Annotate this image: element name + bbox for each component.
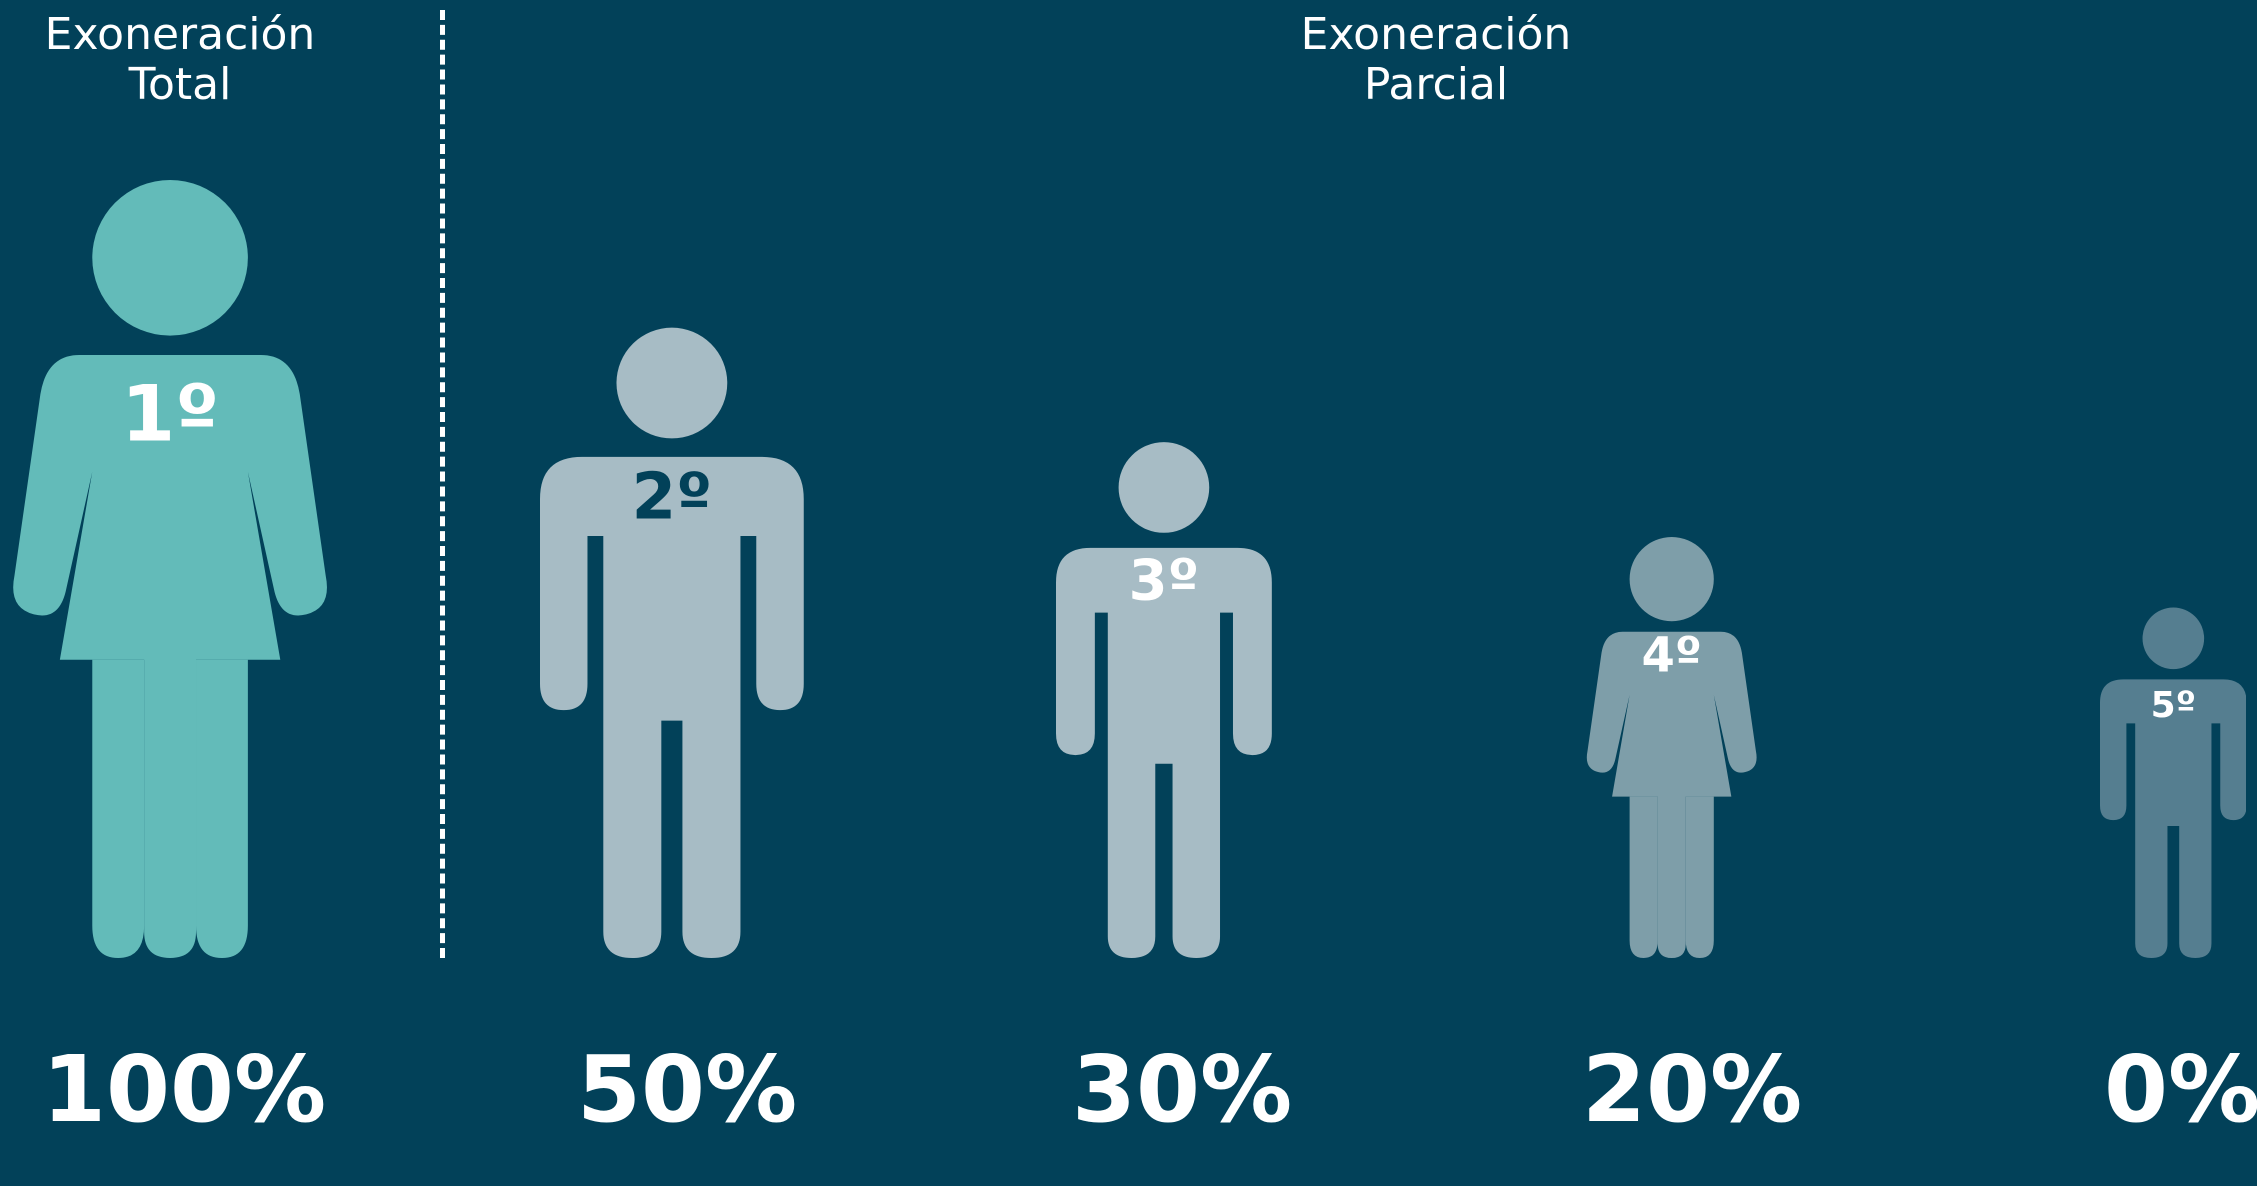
person-2-body [540,456,804,958]
person-2-head [616,327,728,439]
heading-total-line2: Total [128,59,232,110]
person-3-body [1056,547,1272,958]
person-1-female-icon: 1º [13,180,327,958]
rank-1-label: 1º [121,370,219,460]
person-4-female-icon: 4º [1587,537,1757,958]
rank-2-label: 2º [632,460,713,534]
percent-5-label: 0% [2104,1036,2257,1143]
heading-exoneracion-total: Exoneración Total [20,10,340,110]
rank-4-label: 4º [1642,628,1702,684]
person-4-head [1629,537,1715,622]
percent-2-label: 50% [577,1036,798,1143]
person-5-male-icon: 5º [2099,607,2247,958]
person-4-body [1629,796,1715,958]
person-3-male-icon: 3º [1056,442,1272,958]
heading-parcial-line1: Exoneración [1300,9,1572,60]
heading-total-line1: Exoneración [44,9,316,60]
percent-4-label: 20% [1582,1036,1803,1143]
percent-3-label: 30% [1072,1036,1293,1143]
person-5-body [2099,679,2247,958]
person-1-body [13,355,327,958]
person-1-head [92,180,248,336]
person-5-head [2142,607,2204,670]
percent-1-label: 100% [42,1036,327,1143]
person-4-body [1587,631,1757,958]
rank-5-label: 5º [2150,685,2195,726]
heading-parcial-line2: Parcial [1363,59,1509,110]
rank-3-label: 3º [1129,548,1200,613]
person-1-body [92,659,248,958]
section-divider [440,10,445,958]
person-2-male-icon: 2º [540,327,804,958]
person-3-head [1118,442,1210,533]
heading-exoneracion-parcial: Exoneración Parcial [1236,10,1636,110]
